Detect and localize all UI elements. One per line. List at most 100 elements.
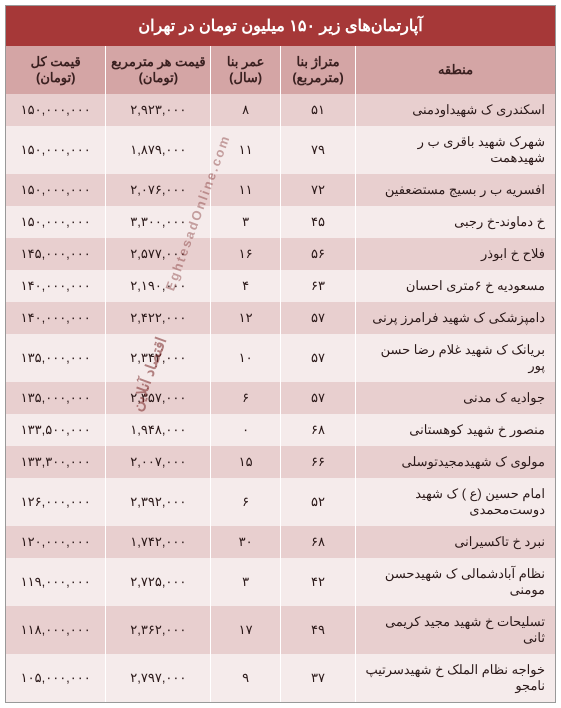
cell-area: ۵۶: [281, 238, 356, 270]
cell-ppm: ۲,۷۹۷,۰۰۰: [106, 654, 211, 702]
cell-region: جوادیه ک مدنی: [356, 382, 556, 414]
cell-region: نظام آبادشمالی ک شهیدحسن مومنی: [356, 558, 556, 606]
apartments-table: منطقه متراژ بنا (مترمربع) عمر بنا (سال) …: [6, 46, 555, 702]
table-row: تسلیحات خ شهید مجید کریمی ثانی۴۹۱۷۲,۳۶۲,…: [6, 606, 555, 654]
table-row: مولوی ک شهیدمجیدتوسلی۶۶۱۵۲,۰۰۷,۰۰۰۱۳۳,۳۰…: [6, 446, 555, 478]
cell-area: ۷۲: [281, 174, 356, 206]
cell-total: ۱۵۰,۰۰۰,۰۰۰: [6, 206, 106, 238]
cell-age: ۳: [211, 558, 281, 606]
price-table-container: آپارتمان‌های زیر ۱۵۰ میلیون تومان در تهر…: [5, 5, 556, 703]
cell-area: ۵۲: [281, 478, 356, 526]
table-header-row: منطقه متراژ بنا (مترمربع) عمر بنا (سال) …: [6, 46, 555, 94]
cell-age: ۱۷: [211, 606, 281, 654]
cell-area: ۶۸: [281, 526, 356, 558]
cell-ppm: ۱,۹۴۸,۰۰۰: [106, 414, 211, 446]
cell-total: ۱۳۵,۰۰۰,۰۰۰: [6, 334, 106, 382]
cell-region: مسعودیه خ ۶متری احسان: [356, 270, 556, 302]
col-header-ppm: قیمت هر مترمربع (تومان): [106, 46, 211, 94]
cell-ppm: ۱,۸۷۹,۰۰۰: [106, 126, 211, 174]
cell-region: شهرک شهید باقری ب ر شهیدهمت: [356, 126, 556, 174]
cell-area: ۶۸: [281, 414, 356, 446]
cell-region: خواجه نظام الملک خ شهیدسرتیپ نامجو: [356, 654, 556, 702]
cell-area: ۷۹: [281, 126, 356, 174]
cell-total: ۱۰۵,۰۰۰,۰۰۰: [6, 654, 106, 702]
cell-total: ۱۱۸,۰۰۰,۰۰۰: [6, 606, 106, 654]
cell-region: افسریه ب ر بسیج مستضعفین: [356, 174, 556, 206]
table-title: آپارتمان‌های زیر ۱۵۰ میلیون تومان در تهر…: [6, 6, 555, 46]
col-header-total: قیمت کل (تومان): [6, 46, 106, 94]
cell-ppm: ۲,۳۴۲,۰۰۰: [106, 334, 211, 382]
table-row: جوادیه ک مدنی۵۷۶۲,۳۵۷,۰۰۰۱۳۵,۰۰۰,۰۰۰: [6, 382, 555, 414]
cell-ppm: ۳,۳۰۰,۰۰۰: [106, 206, 211, 238]
cell-ppm: ۲,۱۹۰,۰۰۰: [106, 270, 211, 302]
cell-total: ۱۳۳,۵۰۰,۰۰۰: [6, 414, 106, 446]
cell-region: مولوی ک شهیدمجیدتوسلی: [356, 446, 556, 478]
cell-region: دامپزشکی ک شهید فرامرز پرنی: [356, 302, 556, 334]
cell-region: بریانک ک شهید غلام رضا حسن پور: [356, 334, 556, 382]
cell-age: ۱۱: [211, 126, 281, 174]
cell-total: ۱۳۳,۳۰۰,۰۰۰: [6, 446, 106, 478]
cell-region: نبرد خ تاکسیرانی: [356, 526, 556, 558]
cell-total: ۱۵۰,۰۰۰,۰۰۰: [6, 94, 106, 126]
cell-area: ۶۳: [281, 270, 356, 302]
col-header-region: منطقه: [356, 46, 556, 94]
cell-total: ۱۲۰,۰۰۰,۰۰۰: [6, 526, 106, 558]
cell-ppm: ۲,۰۷۶,۰۰۰: [106, 174, 211, 206]
cell-area: ۴۵: [281, 206, 356, 238]
cell-age: ۱۵: [211, 446, 281, 478]
cell-region: تسلیحات خ شهید مجید کریمی ثانی: [356, 606, 556, 654]
cell-age: ۰: [211, 414, 281, 446]
cell-age: ۱۶: [211, 238, 281, 270]
table-row: مسعودیه خ ۶متری احسان۶۳۴۲,۱۹۰,۰۰۰۱۴۰,۰۰۰…: [6, 270, 555, 302]
table-row: نظام آبادشمالی ک شهیدحسن مومنی۴۲۳۲,۷۲۵,۰…: [6, 558, 555, 606]
cell-region: اسکندری ک شهیداودمنی: [356, 94, 556, 126]
cell-region: فلاح خ ابوذر: [356, 238, 556, 270]
cell-age: ۶: [211, 478, 281, 526]
cell-ppm: ۲,۹۲۳,۰۰۰: [106, 94, 211, 126]
cell-age: ۴: [211, 270, 281, 302]
cell-ppm: ۲,۴۲۲,۰۰۰: [106, 302, 211, 334]
cell-area: ۵۷: [281, 302, 356, 334]
table-row: بریانک ک شهید غلام رضا حسن پور۵۷۱۰۲,۳۴۲,…: [6, 334, 555, 382]
table-row: دامپزشکی ک شهید فرامرز پرنی۵۷۱۲۲,۴۲۲,۰۰۰…: [6, 302, 555, 334]
table-row: خواجه نظام الملک خ شهیدسرتیپ نامجو۳۷۹۲,۷…: [6, 654, 555, 702]
table-row: افسریه ب ر بسیج مستضعفین۷۲۱۱۲,۰۷۶,۰۰۰۱۵۰…: [6, 174, 555, 206]
table-row: خ دماوند-خ رجبی۴۵۳۳,۳۰۰,۰۰۰۱۵۰,۰۰۰,۰۰۰: [6, 206, 555, 238]
cell-total: ۱۵۰,۰۰۰,۰۰۰: [6, 126, 106, 174]
cell-ppm: ۲,۰۰۷,۰۰۰: [106, 446, 211, 478]
cell-area: ۵۷: [281, 382, 356, 414]
cell-ppm: ۲,۳۹۲,۰۰۰: [106, 478, 211, 526]
table-row: اسکندری ک شهیداودمنی۵۱۸۲,۹۲۳,۰۰۰۱۵۰,۰۰۰,…: [6, 94, 555, 126]
cell-region: خ دماوند-خ رجبی: [356, 206, 556, 238]
cell-ppm: ۲,۳۵۷,۰۰۰: [106, 382, 211, 414]
cell-age: ۱۰: [211, 334, 281, 382]
table-row: فلاح خ ابوذر۵۶۱۶۲,۵۷۷,۰۰۰۱۴۵,۰۰۰,۰۰۰: [6, 238, 555, 270]
cell-area: ۴۲: [281, 558, 356, 606]
cell-age: ۸: [211, 94, 281, 126]
cell-region: منصور خ شهید کوهستانی: [356, 414, 556, 446]
cell-age: ۱۲: [211, 302, 281, 334]
cell-total: ۱۴۰,۰۰۰,۰۰۰: [6, 270, 106, 302]
col-header-age: عمر بنا (سال): [211, 46, 281, 94]
cell-area: ۴۹: [281, 606, 356, 654]
cell-age: ۶: [211, 382, 281, 414]
cell-area: ۳۷: [281, 654, 356, 702]
col-header-area: متراژ بنا (مترمربع): [281, 46, 356, 94]
cell-total: ۱۲۶,۰۰۰,۰۰۰: [6, 478, 106, 526]
cell-total: ۱۵۰,۰۰۰,۰۰۰: [6, 174, 106, 206]
cell-total: ۱۳۵,۰۰۰,۰۰۰: [6, 382, 106, 414]
cell-total: ۱۱۹,۰۰۰,۰۰۰: [6, 558, 106, 606]
table-row: شهرک شهید باقری ب ر شهیدهمت۷۹۱۱۱,۸۷۹,۰۰۰…: [6, 126, 555, 174]
table-row: منصور خ شهید کوهستانی۶۸۰۱,۹۴۸,۰۰۰۱۳۳,۵۰۰…: [6, 414, 555, 446]
cell-age: ۳۰: [211, 526, 281, 558]
table-row: نبرد خ تاکسیرانی۶۸۳۰۱,۷۴۲,۰۰۰۱۲۰,۰۰۰,۰۰۰: [6, 526, 555, 558]
cell-ppm: ۲,۳۶۲,۰۰۰: [106, 606, 211, 654]
cell-area: ۵۱: [281, 94, 356, 126]
cell-area: ۵۷: [281, 334, 356, 382]
cell-age: ۳: [211, 206, 281, 238]
table-row: امام حسین (ع ) ک شهید دوست‌محمدی۵۲۶۲,۳۹۲…: [6, 478, 555, 526]
cell-total: ۱۴۵,۰۰۰,۰۰۰: [6, 238, 106, 270]
cell-region: امام حسین (ع ) ک شهید دوست‌محمدی: [356, 478, 556, 526]
table-body: اسکندری ک شهیداودمنی۵۱۸۲,۹۲۳,۰۰۰۱۵۰,۰۰۰,…: [6, 94, 555, 702]
cell-total: ۱۴۰,۰۰۰,۰۰۰: [6, 302, 106, 334]
